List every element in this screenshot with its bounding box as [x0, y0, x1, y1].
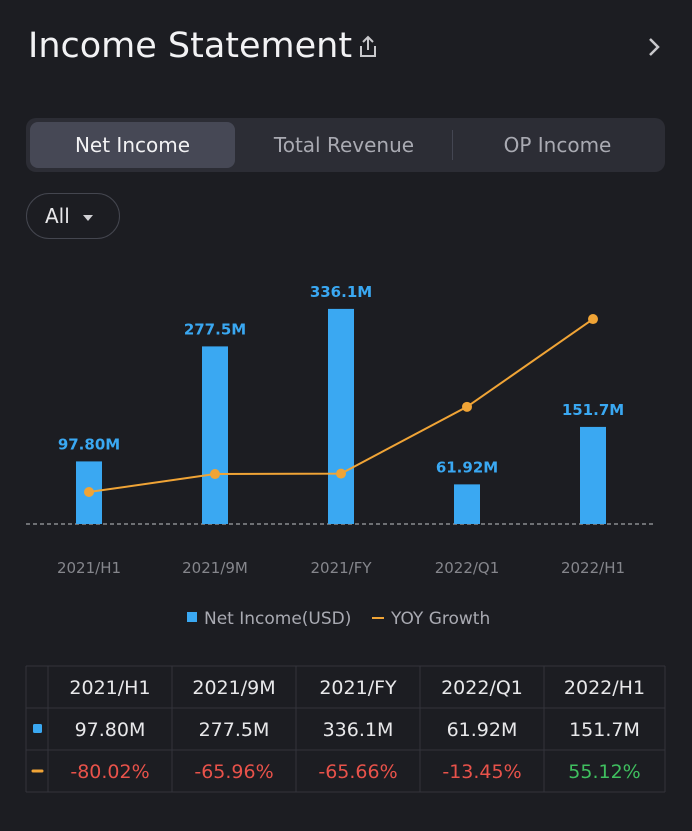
- table-cell: -13.45%: [442, 761, 521, 783]
- line-point: [84, 487, 94, 498]
- bar: [76, 461, 102, 524]
- table-cell: 151.7M: [569, 719, 640, 741]
- row-marker: [33, 724, 42, 733]
- legend-label: Net Income(USD): [204, 609, 351, 629]
- table-header-cell: 2021/9M: [192, 677, 275, 699]
- x-tick-label: 2021/9M: [182, 559, 248, 577]
- tab[interactable]: OP Income: [503, 133, 612, 157]
- data-label: 151.7M: [562, 401, 624, 419]
- filter-dropdown[interactable]: All: [26, 193, 120, 239]
- table-cell: 97.80M: [75, 719, 146, 741]
- table-cell: -80.02%: [70, 761, 149, 783]
- page-title: Income Statement: [28, 26, 353, 66]
- data-label: 277.5M: [184, 320, 246, 338]
- chevron-right[interactable]: [644, 36, 664, 58]
- tab[interactable]: Net Income: [30, 122, 235, 168]
- table-cell: -65.96%: [194, 761, 273, 783]
- line-point: [210, 469, 220, 480]
- table-header-cell: 2022/Q1: [441, 677, 523, 699]
- x-tick-label: 2021/H1: [57, 559, 121, 577]
- table-cell: 61.92M: [447, 719, 518, 741]
- line-point: [336, 468, 346, 479]
- x-tick-label: 2021/FY: [310, 559, 372, 577]
- legend-swatch: [187, 612, 197, 622]
- line-point: [588, 314, 598, 325]
- data-label: 61.92M: [436, 458, 498, 476]
- tab-separator: [452, 130, 453, 160]
- legend-label: YOY Growth: [390, 609, 490, 629]
- bar: [328, 308, 354, 524]
- bar: [202, 346, 228, 524]
- x-tick-label: 2022/Q1: [435, 559, 500, 577]
- dropdown-arrow: [82, 215, 93, 221]
- data-label: 336.1M: [310, 283, 372, 301]
- bar: [580, 426, 606, 524]
- line-point: [462, 401, 472, 412]
- table-cell: 336.1M: [323, 719, 394, 741]
- line: [88, 318, 594, 494]
- x-tick-label: 2022/H1: [561, 559, 625, 577]
- filter-label: All: [45, 204, 70, 228]
- tab-bar: Net Income Total Revenue OP Income: [26, 118, 665, 172]
- table-cell: 277.5M: [199, 719, 270, 741]
- share-icon[interactable]: [356, 34, 380, 60]
- table-header-cell: 2022/H1: [564, 677, 645, 699]
- bar: [454, 484, 480, 524]
- data-table: 2021/H1 97.80M -80.02% 2021/9M 277.5M -65.96%…: [25, 665, 666, 793]
- table-header-cell: 2021/H1: [69, 677, 150, 699]
- table-cell: -65.66%: [318, 761, 397, 783]
- tab[interactable]: Total Revenue: [273, 133, 415, 157]
- table-cell: 55.12%: [568, 761, 640, 783]
- data-label: 97.80M: [58, 435, 120, 453]
- table-header-cell: 2021/FY: [319, 677, 397, 699]
